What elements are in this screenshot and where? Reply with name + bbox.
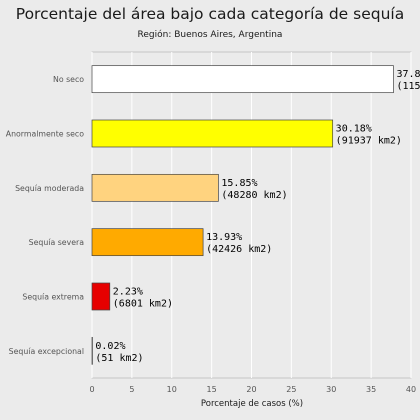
category-label-0: No seco	[53, 75, 84, 84]
bar-3	[91, 228, 204, 257]
data-label-percent-2: 15.85%	[221, 178, 257, 189]
x-tick-label-4: 20	[246, 385, 256, 394]
bar-1	[91, 119, 334, 148]
data-label-area-4: (6801 km2)	[113, 299, 173, 310]
x-tick-label-5: 25	[286, 385, 296, 394]
category-label-2: Sequía moderada	[15, 184, 84, 193]
x-tick-label-2: 10	[167, 385, 177, 394]
chart-title: Porcentaje del área bajo cada categoría …	[16, 5, 404, 23]
x-tick-label-3: 15	[207, 385, 217, 394]
category-label-5: Sequía excepcional	[9, 347, 84, 356]
x-tick-label-0: 0	[89, 385, 94, 394]
data-label-area-3: (42426 km2)	[206, 244, 272, 255]
x-tick-label-1: 5	[129, 385, 134, 394]
chart-subtitle: Región: Buenos Aires, Argentina	[138, 29, 283, 40]
category-label-4: Sequía extrema	[22, 293, 84, 302]
data-label-percent-0: 37.80%	[396, 69, 420, 80]
data-label-percent-4: 2.23%	[113, 287, 143, 298]
bar-2	[91, 173, 219, 202]
x-tick-label-7: 35	[366, 385, 376, 394]
data-label-percent-5: 0.02%	[95, 341, 125, 352]
data-label-area-5: (51 km2)	[95, 353, 143, 364]
category-label-3: Sequía severa	[29, 238, 85, 247]
data-label-percent-1: 30.18%	[336, 124, 372, 135]
x-tick-label-6: 30	[326, 385, 336, 394]
plot-area: 0 5 10 15 20 25 30 35 40 No seco 37.80%(115173 km2…	[6, 51, 420, 394]
data-label-area-0: (115173 km2)	[396, 81, 420, 92]
data-label-area-2: (48280 km2)	[221, 190, 287, 201]
data-label-percent-3: 13.93%	[206, 232, 242, 243]
x-axis-label: Porcentaje de casos (%)	[201, 399, 303, 409]
category-label-1: Anormalmente seco	[6, 130, 84, 139]
data-label-area-1: (91937 km2)	[336, 136, 402, 147]
x-tick-label-8: 40	[406, 385, 416, 394]
bar-0	[91, 65, 394, 94]
bar-4	[91, 282, 111, 311]
